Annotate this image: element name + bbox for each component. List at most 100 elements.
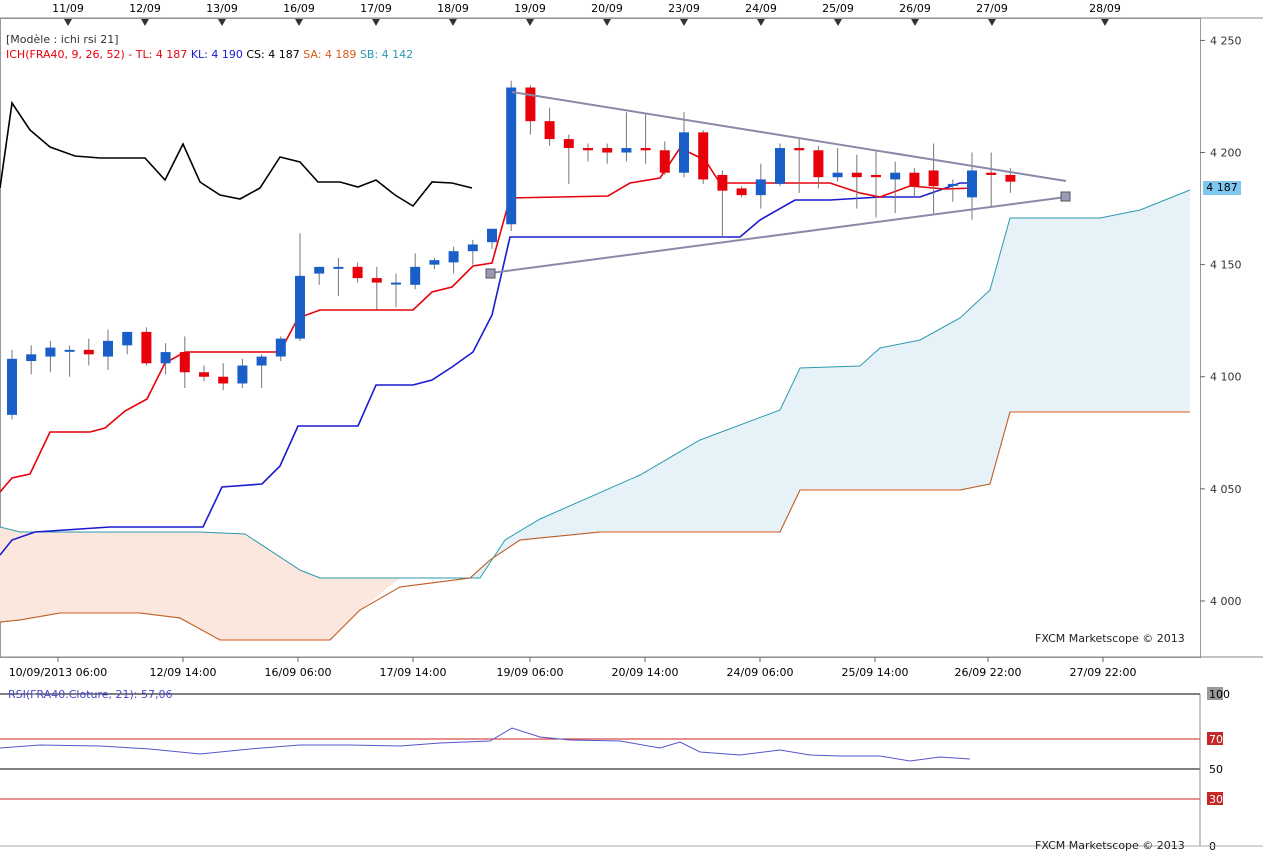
candle-body	[179, 352, 190, 373]
candle-body	[391, 282, 401, 285]
trendline-handle	[1060, 191, 1071, 202]
candle-body	[487, 228, 497, 243]
top-date-marker	[834, 19, 842, 26]
trendline-handle	[485, 268, 496, 279]
candle-body	[602, 148, 613, 153]
indicator-label: ICH(FRA40, 9, 26, 52) -	[6, 48, 133, 61]
candle-body	[371, 278, 382, 283]
candle-body	[237, 365, 248, 384]
top-date-label: 19/09	[514, 2, 546, 15]
top-date-label: 11/09	[52, 2, 84, 15]
legend-sa: SA: 4 189	[303, 48, 357, 61]
x-tick-label: 17/09 14:00	[380, 666, 447, 679]
x-tick-label: 10/09/2013 06:00	[9, 666, 108, 679]
candle-body	[717, 174, 728, 191]
top-date-marker	[911, 19, 919, 26]
candle-body	[659, 150, 670, 173]
candle-body	[775, 148, 785, 184]
y-tick-label: 4 050	[1210, 483, 1242, 496]
price-watermark: FXCM Marketscope © 2013	[1035, 632, 1185, 645]
candle-body	[448, 251, 459, 263]
candle-body	[83, 349, 94, 355]
candle-body	[736, 188, 747, 196]
top-date-label: 25/09	[822, 2, 854, 15]
top-date-label: 13/09	[206, 2, 238, 15]
candle-body	[890, 172, 901, 180]
y-tick-label: 4 100	[1210, 371, 1242, 384]
kumo-bear-fill	[0, 527, 400, 640]
candle-body	[698, 132, 709, 180]
top-date-marker	[603, 19, 611, 26]
candle-body	[141, 331, 152, 364]
top-date-marker	[449, 19, 457, 26]
top-date-marker	[295, 19, 303, 26]
candle-body	[7, 358, 17, 415]
candle-body	[410, 266, 421, 285]
candle-body	[45, 347, 56, 357]
candle-body	[871, 174, 881, 178]
candle-body	[275, 338, 286, 357]
top-date-label: 23/09	[668, 2, 700, 15]
top-date-marker	[218, 19, 226, 26]
candle-body	[986, 172, 997, 175]
candle-body	[333, 266, 344, 269]
candle-body	[525, 87, 536, 122]
candle-body	[679, 132, 689, 173]
candle-body	[467, 244, 478, 252]
candle-body	[199, 372, 209, 377]
candle-body	[295, 275, 305, 339]
top-date-label: 12/09	[129, 2, 161, 15]
candle-body	[218, 376, 229, 384]
rsi-level-badge	[1207, 687, 1223, 700]
top-date-label: 27/09	[976, 2, 1008, 15]
rsi-level-label: 30	[1209, 793, 1223, 806]
top-date-label: 24/09	[745, 2, 777, 15]
rsi-level-label: 50	[1209, 763, 1223, 776]
candle-body	[832, 172, 843, 178]
candle-body	[563, 139, 574, 149]
rsi-level-label: 100	[1209, 688, 1230, 701]
x-tick-label: 20/09 14:00	[612, 666, 679, 679]
rsi-watermark: FXCM Marketscope © 2013	[1035, 839, 1185, 852]
candle-body	[103, 340, 113, 357]
x-tick-label: 16/09 06:00	[265, 666, 332, 679]
top-date-marker	[1101, 19, 1109, 26]
last-price-badge: 4 187	[1203, 181, 1241, 195]
rsi-level-badge	[1207, 732, 1223, 745]
top-date-marker	[757, 19, 765, 26]
y-tick-label: 4 000	[1210, 595, 1242, 608]
legend-sb: SB: 4 142	[359, 48, 414, 61]
candle-body	[544, 121, 555, 140]
tenkan-sen-line	[0, 146, 976, 493]
kumo-bull-fill	[470, 190, 1190, 578]
top-date-marker	[141, 19, 149, 26]
top-date-label: 18/09	[437, 2, 469, 15]
rsi-level-badge	[1207, 792, 1223, 805]
candle-body	[813, 150, 824, 178]
candle-body	[1005, 174, 1016, 182]
chikou-span-line	[0, 100, 473, 208]
senkou-a-line	[0, 411, 1190, 641]
candle-body	[256, 356, 267, 366]
x-tick-label: 25/09 14:00	[842, 666, 909, 679]
rsi-level-label: 70	[1209, 733, 1223, 746]
candle-body	[64, 349, 75, 352]
candle-body	[583, 148, 593, 151]
candle-body	[352, 266, 363, 279]
chart-legend: [Modèle : ichi rsi 21] ICH(FRA40, 9, 26,…	[6, 32, 413, 62]
candle-body	[506, 87, 517, 225]
candle-body	[26, 354, 37, 362]
candle-body	[755, 179, 766, 196]
support-trendline	[490, 196, 1067, 274]
top-date-label: 28/09	[1089, 2, 1121, 15]
candle-body	[429, 260, 440, 265]
x-tick-label: 12/09 14:00	[150, 666, 217, 679]
x-tick-label: 26/09 22:00	[955, 666, 1022, 679]
candle-body	[967, 170, 977, 198]
rsi-title: RSI(FRA40.Cloture, 21): 57,06	[8, 688, 173, 701]
top-date-label: 16/09	[283, 2, 315, 15]
kijun-sen-line	[0, 182, 975, 556]
candle-body	[851, 172, 862, 178]
